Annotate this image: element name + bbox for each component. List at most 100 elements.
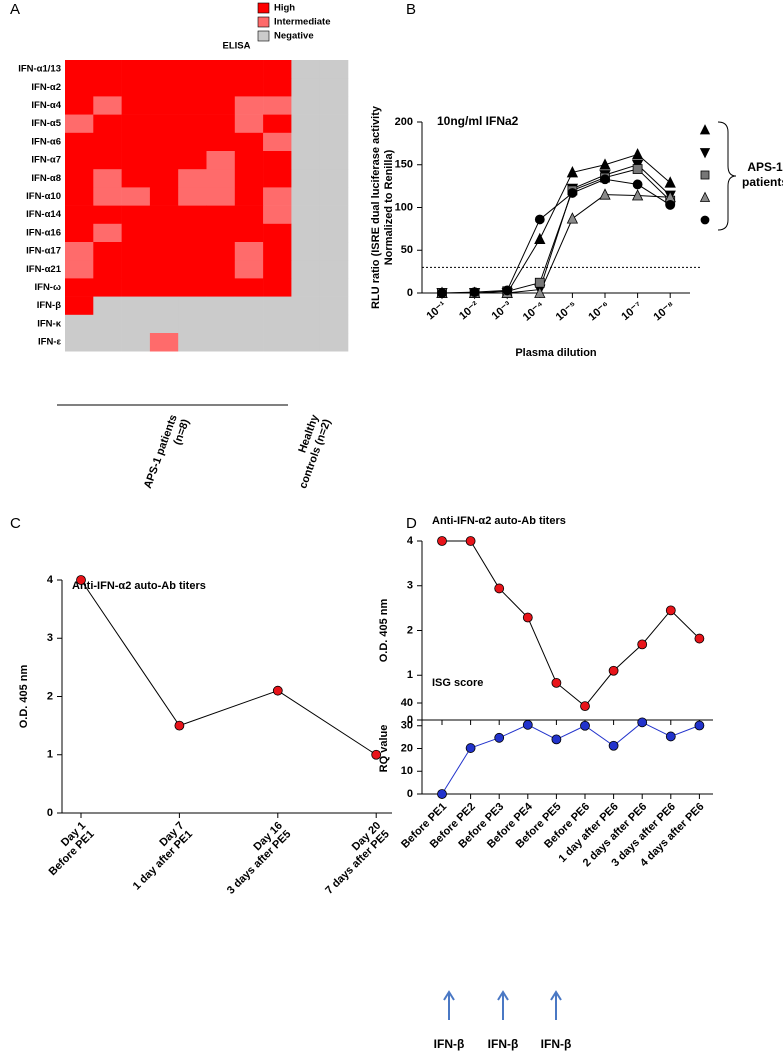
heatmap-cell (121, 296, 151, 316)
legend-marker (699, 191, 711, 202)
heatmap-cell (263, 114, 292, 134)
y-tick-label: 2 (407, 624, 413, 636)
heatmap-cell (291, 296, 320, 316)
heatmap-cell (93, 151, 122, 170)
data-point (522, 719, 533, 730)
heatmap-cell (178, 169, 207, 188)
heatmap-cell (263, 60, 292, 79)
row-label: IFN-α5 (31, 118, 61, 129)
x-tick-label: 10⁻¹ (424, 299, 449, 322)
heatmap-cell (319, 205, 349, 225)
x-axis-label: Plasma dilution (515, 347, 597, 359)
heatmap-cell (178, 333, 207, 352)
heatmap-cell (319, 260, 349, 279)
heatmap-cell (234, 132, 264, 152)
heatmap-cell (263, 78, 292, 97)
heatmap-cell (291, 242, 320, 261)
data-point (534, 277, 545, 288)
legend-marker (699, 124, 711, 135)
y-tick-label: 40 (401, 697, 413, 709)
heatmap-cell (206, 114, 236, 134)
chart-title: Anti-IFN-α2 auto-Ab titers (432, 515, 566, 527)
row-label: IFN-α8 (31, 173, 61, 184)
heatmap-cell (121, 314, 151, 334)
data-point (371, 749, 382, 760)
x-tick-label: 10⁻² (457, 299, 482, 322)
heatmap-cell (149, 78, 179, 97)
data-point (665, 731, 676, 742)
heatmap-cell (93, 187, 122, 206)
legend-swatch (257, 2, 270, 14)
heatmap-cell (149, 242, 179, 261)
heatmap-cell (149, 296, 179, 316)
heatmap-cell (206, 205, 236, 225)
y-tick-label: 100 (395, 201, 413, 213)
heatmap-cell (319, 187, 349, 206)
x-tick-label-text: 10⁻⁶ (586, 299, 611, 323)
heatmap-cell (178, 223, 207, 243)
data-point (608, 740, 619, 751)
panel-letter: A (10, 1, 20, 18)
heatmap-cell (65, 223, 94, 243)
x-tick-label: 10⁻³ (490, 299, 515, 322)
heatmap-cell (121, 187, 151, 206)
annotation: IFN-β (541, 1037, 572, 1051)
heatmap-cell (263, 169, 292, 188)
heatmap-cell (291, 205, 320, 225)
data-point (465, 536, 476, 546)
row-label: IFN-α4 (31, 100, 61, 111)
data-point (522, 612, 533, 623)
series-line (80, 579, 377, 756)
heatmap-cell (291, 333, 320, 352)
heatmap-cell (319, 151, 349, 170)
y-axis-label-text: RQ value (378, 725, 390, 773)
heatmap-cell (121, 205, 151, 225)
heatmap-cell (178, 205, 207, 225)
heatmap-cell (149, 278, 179, 297)
heatmap-cell (93, 132, 122, 152)
heatmap-cell (319, 96, 349, 115)
heatmap-cell (291, 169, 320, 188)
data-point (637, 639, 648, 650)
heatmap-cell (291, 96, 320, 115)
y-tick-label: 200 (395, 116, 413, 128)
y-axis-label: RLU ratio (ISRE dual luciferase activity… (370, 105, 395, 309)
group-label: APS-1 patients(n=8) (142, 413, 192, 490)
heatmap-cell (65, 260, 94, 279)
heatmap-cell (206, 169, 236, 188)
y-axis-label-text: Normalized to Renilla) (383, 149, 395, 265)
x-tick-label: 10⁻⁵ (554, 299, 580, 323)
data-point (599, 158, 611, 170)
heatmap-cell (206, 96, 236, 115)
data-point (566, 166, 579, 178)
data-point (76, 575, 86, 585)
y-tick-label: 0 (47, 807, 53, 819)
y-tick-label: 0 (407, 788, 413, 800)
y-tick-label: 4 (47, 574, 54, 586)
heatmap-cell (234, 223, 264, 243)
heatmap-cell (93, 333, 122, 352)
heatmap-cell (263, 223, 292, 243)
heatmap-cell (234, 187, 264, 206)
x-tick-label-text: 10⁻⁸ (651, 299, 677, 323)
heatmap-cell (93, 169, 122, 188)
y-tick-label: 30 (401, 720, 413, 732)
legend-marker (700, 215, 710, 225)
x-tick-label-text: 10⁻⁵ (554, 299, 580, 323)
heatmap-cell (65, 187, 94, 206)
heatmap-cell (291, 278, 320, 297)
heatmap-cell (178, 78, 207, 97)
row-label: IFN-α7 (31, 155, 61, 166)
data-point (494, 583, 505, 594)
heatmap-cell (263, 314, 292, 334)
y-axis-label-text: O.D. 405 nm (18, 664, 30, 728)
heatmap-cell (178, 132, 207, 152)
y-tick-label: 2 (47, 690, 53, 702)
heatmap-cell (291, 314, 320, 334)
x-tick-label: 10⁻⁴ (521, 299, 547, 323)
heatmap-cell (234, 60, 264, 79)
heatmap-cell (291, 151, 320, 170)
row-label: IFN-α10 (26, 191, 61, 202)
annotation: 10ng/ml IFNa2 (437, 114, 519, 128)
